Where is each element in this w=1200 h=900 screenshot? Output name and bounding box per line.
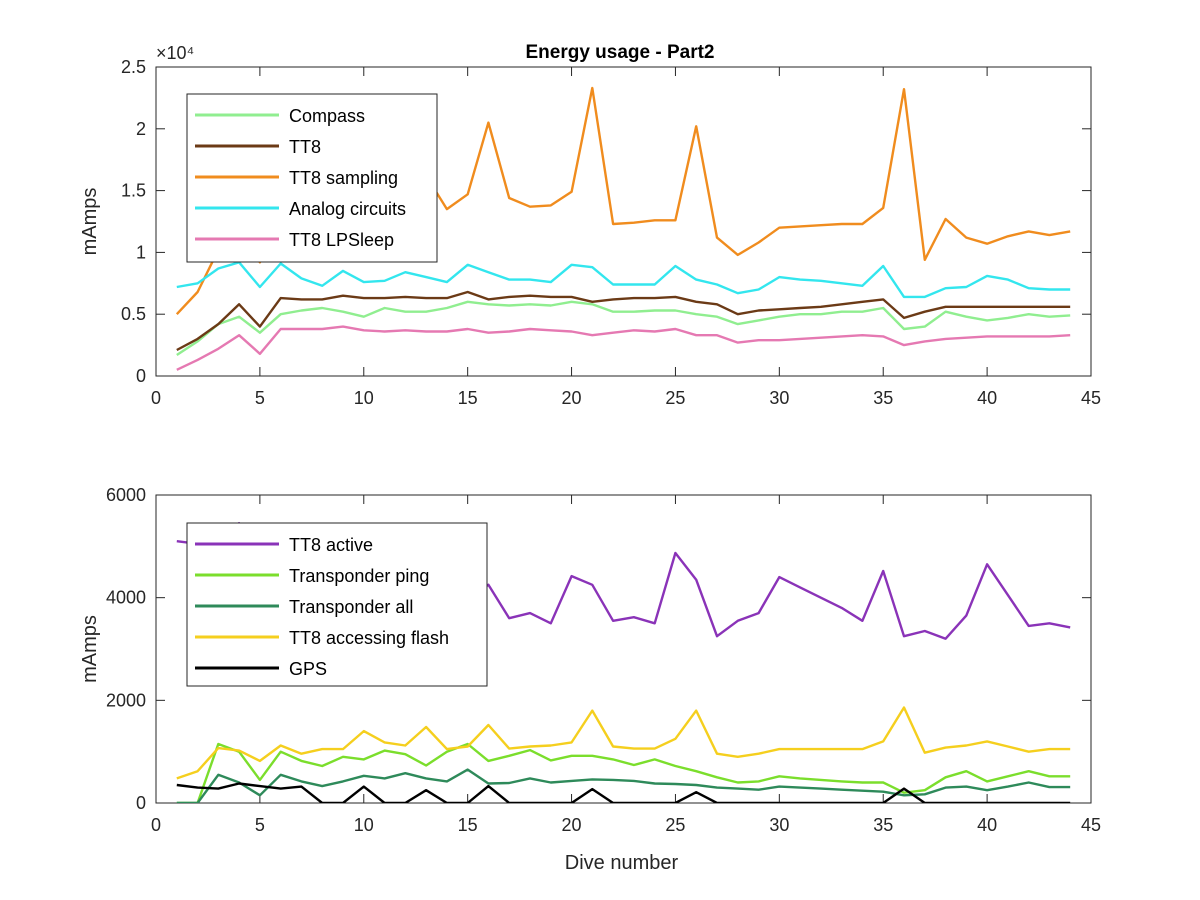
x-tick-label: 45 — [1081, 388, 1101, 408]
y-tick-label: 2000 — [106, 690, 146, 710]
series-line-analog-circuits — [176, 261, 1071, 299]
legend-label: Analog circuits — [289, 199, 406, 219]
bottom-plot: 0 5 10 15 20 25 30 35 40 45 0 2000 4000 6000 mAmps Dive… — [79, 485, 1101, 874]
x-tick-label: 40 — [977, 815, 997, 835]
legend-label: TT8 accessing flash — [289, 628, 449, 648]
series-line-tt8 — [176, 290, 1071, 352]
x-tick-label: 15 — [458, 388, 478, 408]
x-tick-label: 20 — [562, 388, 582, 408]
legend-label: TT8 sampling — [289, 168, 398, 188]
y-tick-label: 4000 — [106, 588, 146, 608]
x-tick-label: 35 — [873, 815, 893, 835]
y-axis-label: mAmps — [79, 615, 101, 683]
x-tick-label: 30 — [769, 815, 789, 835]
x-tick-label: 5 — [255, 815, 265, 835]
series-line-transponder-ping — [176, 742, 1071, 803]
legend-label: TT8 active — [289, 535, 373, 555]
x-tick-label: 0 — [151, 815, 161, 835]
x-tick-label: 10 — [354, 815, 374, 835]
y-exponent-label: ×10⁴ — [156, 43, 194, 63]
y-axis-label: mAmps — [79, 188, 101, 256]
y-tick-label: 0 — [136, 793, 146, 813]
series-line-tt8-lpsleep — [176, 325, 1071, 371]
top-plot: 0 5 10 15 20 25 30 35 40 45 0 0.5 1 1.5 2 2.5 ×10⁴ mAmps C… — [79, 43, 1101, 408]
x-axis-label: Dive number — [565, 852, 679, 874]
series-line-tt8-accessing-flash — [176, 706, 1071, 780]
x-tick-label: 5 — [255, 388, 265, 408]
series-line-transponder-all — [176, 768, 1071, 803]
y-tick-label: 6000 — [106, 485, 146, 505]
series-line-gps — [176, 782, 1071, 803]
legend-label: Transponder ping — [289, 566, 429, 586]
legend-label: Compass — [289, 106, 365, 126]
legend-label: GPS — [289, 659, 327, 679]
y-tick-label: 1.5 — [121, 181, 146, 201]
y-tick-label: 2 — [136, 119, 146, 139]
x-tick-label: 15 — [458, 815, 478, 835]
y-tick-label: 1 — [136, 242, 146, 262]
series-line-compass — [176, 300, 1071, 357]
x-tick-label: 40 — [977, 388, 997, 408]
x-tick-label: 45 — [1081, 815, 1101, 835]
legend-label: TT8 LPSleep — [289, 230, 394, 250]
y-tick-label: 0.5 — [121, 304, 146, 324]
legend-label: TT8 — [289, 137, 321, 157]
y-tick-label: 0 — [136, 366, 146, 386]
y-tick-label: 2.5 — [121, 57, 146, 77]
legend-label: Transponder all — [289, 597, 413, 617]
x-tick-label: 25 — [665, 815, 685, 835]
x-tick-label: 30 — [769, 388, 789, 408]
x-tick-label: 20 — [562, 815, 582, 835]
x-tick-label: 35 — [873, 388, 893, 408]
figure-title: Energy usage - Part2 — [525, 42, 714, 63]
x-tick-label: 25 — [665, 388, 685, 408]
x-tick-label: 0 — [151, 388, 161, 408]
x-tick-label: 10 — [354, 388, 374, 408]
